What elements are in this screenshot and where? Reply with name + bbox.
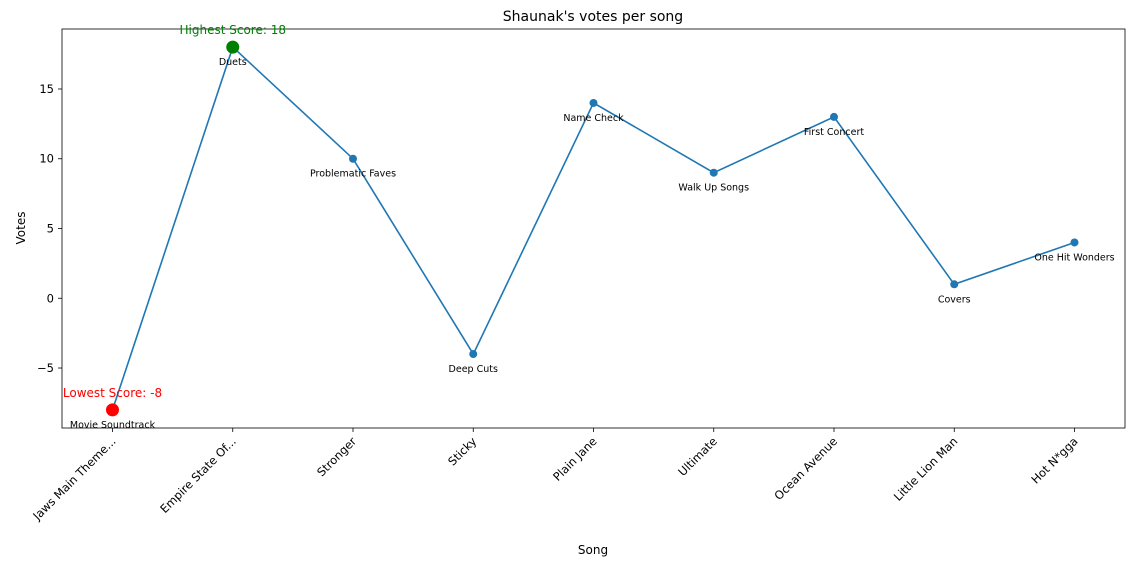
data-point xyxy=(1070,238,1079,247)
point-label: Problematic Faves xyxy=(310,169,396,180)
x-tick-label: Empire State Of... xyxy=(157,434,239,516)
x-axis-label: Song xyxy=(578,543,608,557)
highlight-annotation: Highest Score: 18 xyxy=(180,23,286,37)
point-label: First Concert xyxy=(804,127,864,138)
point-label: Deep Cuts xyxy=(449,364,498,375)
highlight-point xyxy=(106,403,120,417)
data-point xyxy=(349,154,358,163)
point-label: Movie Soundtrack xyxy=(70,420,156,431)
x-tick-label: Little Lion Man xyxy=(891,434,961,504)
x-tick-label: Ultimate xyxy=(675,434,720,479)
plot-frame xyxy=(61,28,1126,429)
data-point xyxy=(950,280,959,289)
x-tick-label: Plain Jane xyxy=(550,434,600,484)
y-tick-label: 0 xyxy=(47,291,54,305)
plot-area: −5 0 5 10 15 Jaws Main Theme... Empire State O… xyxy=(29,23,1126,523)
x-tick-label: Jaws Main Theme... xyxy=(29,434,118,523)
x-tick-label: Ocean Avenue xyxy=(771,434,840,503)
highlight-point xyxy=(226,40,240,54)
x-tick-label: Stronger xyxy=(314,434,359,479)
y-tick-label: 5 xyxy=(47,222,54,236)
y-tick-label: 15 xyxy=(39,82,54,96)
y-axis-label: Votes xyxy=(14,212,28,245)
point-label: Walk Up Songs xyxy=(678,183,749,194)
data-point xyxy=(469,350,478,359)
chart-title: Shaunak's votes per song xyxy=(503,9,683,25)
point-label: Name Check xyxy=(563,113,624,124)
data-point xyxy=(829,112,838,121)
y-tick-label: 10 xyxy=(39,152,54,166)
highlight-annotation: Lowest Score: -8 xyxy=(63,386,162,400)
point-label: One Hit Wonders xyxy=(1034,252,1114,263)
data-point xyxy=(709,168,718,177)
y-tick-label: −5 xyxy=(37,361,54,375)
x-tick-label: Hot N*gga xyxy=(1028,434,1080,486)
x-tick-label: Sticky xyxy=(445,434,479,468)
data-point xyxy=(589,98,598,107)
point-label: Covers xyxy=(938,294,971,305)
point-label: Duets xyxy=(219,57,247,68)
